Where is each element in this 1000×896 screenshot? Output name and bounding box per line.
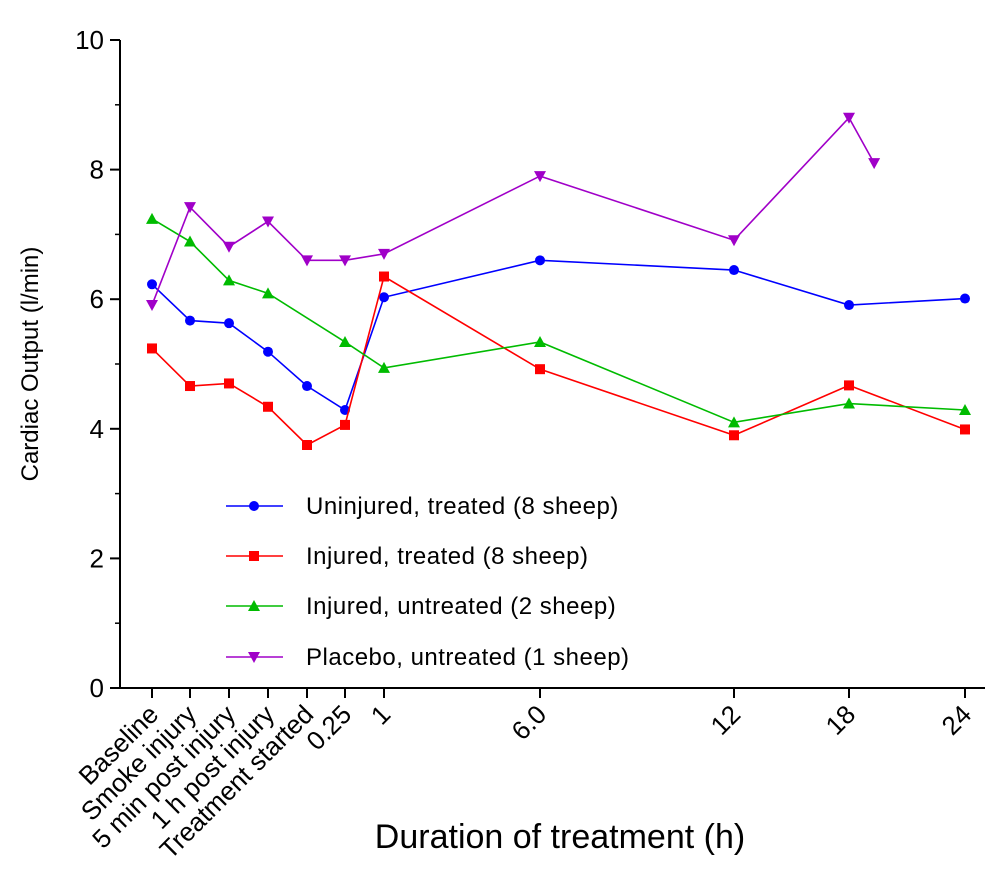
data-point [147, 279, 157, 290]
legend-item: Uninjured, treated (8 sheep) [226, 493, 619, 520]
data-point [262, 287, 274, 299]
data-point [224, 318, 234, 329]
y-tick-label: 10 [75, 25, 104, 55]
data-point [844, 300, 854, 311]
series-layer [146, 112, 971, 450]
legend-label: Placebo, untreated (1 sheep) [306, 644, 630, 671]
data-point [843, 397, 855, 409]
data-point [302, 440, 312, 450]
legend-marker [249, 551, 259, 561]
x-tick-label: 1 [365, 699, 396, 730]
legend-item: Injured, treated (8 sheep) [226, 543, 589, 570]
data-point [263, 346, 273, 357]
series-4 [146, 112, 881, 312]
data-point [146, 300, 158, 312]
data-point [960, 293, 970, 304]
data-point [147, 343, 157, 354]
legend-marker [248, 600, 260, 611]
data-point [378, 361, 390, 373]
data-point [729, 430, 739, 441]
data-point [339, 255, 351, 267]
x-tick-label: 6.0 [505, 699, 552, 746]
legend-item: Injured, untreated (2 sheep) [226, 593, 616, 620]
legend-marker [249, 501, 259, 511]
data-point [868, 158, 881, 170]
data-point [185, 315, 195, 326]
legend-label: Injured, untreated (2 sheep) [306, 593, 616, 620]
x-tick-label: 12 [705, 699, 747, 741]
data-point [844, 380, 854, 391]
y-axis-label: Cardiac Output (l/min) [17, 247, 44, 482]
data-point [184, 235, 196, 247]
data-point [185, 381, 195, 392]
data-point [340, 419, 350, 430]
data-point [301, 255, 313, 267]
y-tick-label: 4 [90, 414, 104, 444]
data-point [224, 378, 234, 389]
data-point [302, 381, 312, 392]
x-axis-label: Duration of treatment (h) [375, 818, 745, 856]
data-point [535, 255, 545, 266]
data-point [262, 216, 274, 228]
series-3 [146, 212, 971, 428]
data-point [534, 171, 546, 183]
x-tick-label: 0.25 [300, 699, 357, 756]
series-1 [147, 255, 970, 416]
data-point [535, 364, 545, 375]
data-point [339, 335, 351, 347]
data-point [379, 271, 389, 282]
legend-label: Uninjured, treated (8 sheep) [306, 493, 619, 520]
data-point [378, 248, 390, 260]
data-point [184, 202, 196, 214]
y-tick-label: 6 [90, 284, 104, 314]
data-point [843, 112, 855, 124]
x-tick-label: 24 [936, 699, 978, 741]
legend: Uninjured, treated (8 sheep) Injured, tre… [226, 493, 630, 671]
data-point [728, 416, 740, 428]
legend-marker [248, 652, 260, 663]
data-point [534, 335, 546, 347]
data-point [223, 241, 235, 253]
y-tick-label: 0 [90, 673, 104, 703]
series-line [151, 116, 875, 306]
legend-label: Injured, treated (8 sheep) [306, 543, 589, 570]
data-point [729, 265, 739, 276]
legend-item: Placebo, untreated (1 sheep) [226, 644, 630, 671]
data-point [959, 404, 971, 416]
data-point [379, 292, 389, 303]
series-2 [147, 271, 970, 450]
data-point [263, 401, 273, 412]
data-point [960, 424, 970, 435]
data-point [223, 274, 235, 286]
series-line [151, 218, 966, 424]
series-line [151, 275, 966, 446]
y-tick-label: 8 [90, 155, 104, 185]
y-tick-label: 2 [90, 543, 104, 573]
data-point [728, 235, 740, 247]
data-point [146, 212, 158, 224]
x-tick-label: 18 [820, 699, 862, 741]
